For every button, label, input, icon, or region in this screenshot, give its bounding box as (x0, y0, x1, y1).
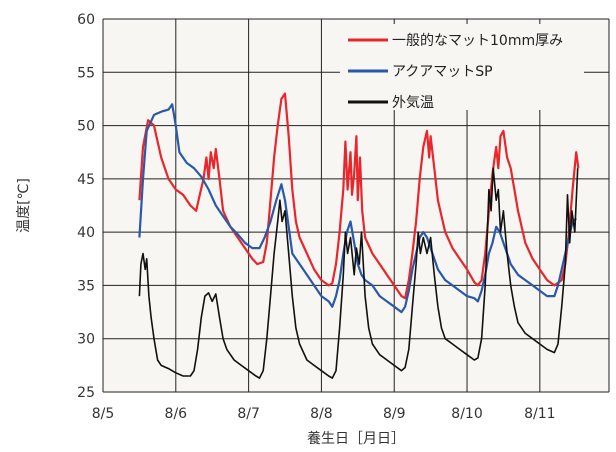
y-tick-label: 55 (77, 65, 95, 81)
y-tick-label: 35 (77, 278, 95, 294)
y-tick-label: 60 (77, 12, 95, 28)
y-tick-label: 45 (77, 172, 95, 188)
series-line-0 (138, 92, 580, 300)
legend-label-2: 外気温 (392, 95, 434, 111)
y-tick-label: 50 (77, 119, 95, 135)
x-tick-label: 8/8 (310, 406, 333, 422)
legend-label-1: アクアマットSP (392, 64, 493, 80)
y-axis-ticks: 25 30 35 40 45 50 55 60 (77, 12, 95, 401)
series-lines (138, 92, 580, 379)
x-axis-ticks: 8/5 8/6 8/7 8/8 8/9 8/10 8/11 (92, 406, 556, 422)
legend-background (340, 24, 584, 110)
x-axis-title: 養生日［月日］ (307, 430, 405, 447)
x-tick-label: 8/11 (524, 406, 555, 422)
legend-label-0: 一般的なマット10mm厚み (392, 33, 563, 49)
x-tick-label: 8/10 (451, 406, 482, 422)
y-tick-label: 25 (77, 385, 95, 401)
grid-lines (102, 18, 610, 393)
x-tick-label: 8/6 (165, 406, 188, 422)
x-tick-label: 8/9 (383, 406, 406, 422)
series-line-1 (138, 103, 577, 314)
series-line-2 (138, 167, 579, 379)
y-tick-label: 30 (77, 332, 95, 348)
x-tick-label: 8/7 (237, 406, 260, 422)
y-tick-label: 40 (77, 225, 95, 241)
y-axis-title: 温度[℃] (16, 178, 32, 233)
x-tick-label: 8/5 (92, 406, 115, 422)
